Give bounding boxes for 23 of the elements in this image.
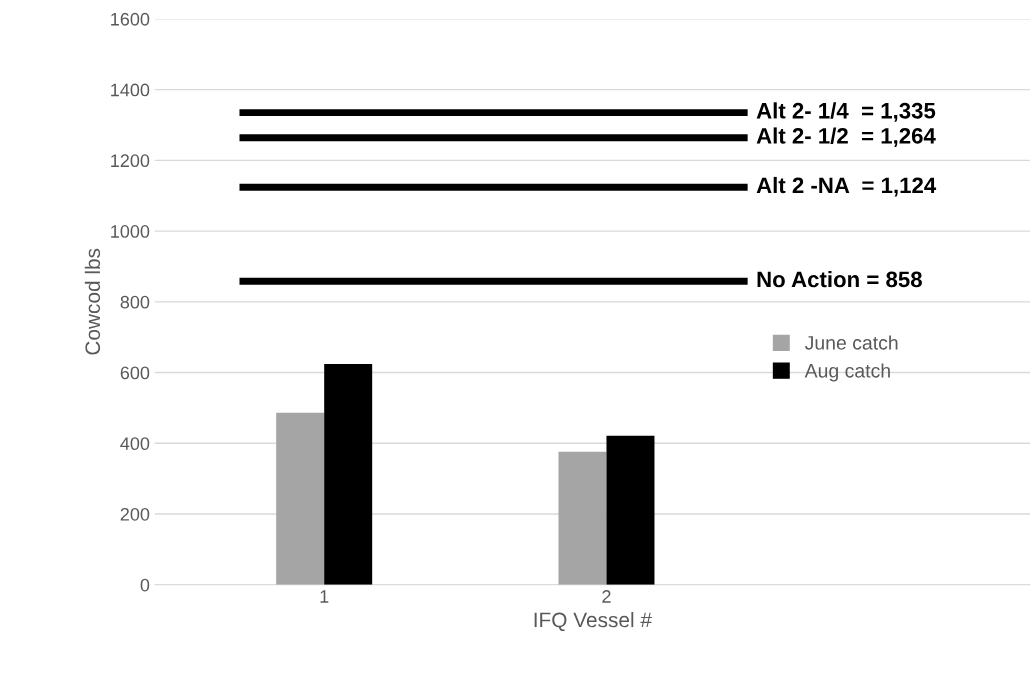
y-tick-label: 0 (140, 578, 150, 592)
x-tick-label: 2 (602, 590, 611, 603)
bar (324, 364, 373, 585)
y-tick-label: 400 (120, 437, 150, 451)
y-tick-label: 1200 (111, 154, 150, 168)
bar (558, 451, 607, 585)
y-axis-title: Cowcod lbs (84, 248, 101, 355)
legend-label: June catch (804, 335, 898, 350)
y-tick-label: 600 (120, 366, 150, 380)
bar (276, 412, 325, 585)
x-tick-label: 1 (320, 590, 329, 603)
legend-label: Aug catch (804, 363, 890, 382)
y-tick-label: 1400 (111, 83, 150, 97)
ref-line-label: Alt 2- 1/4 = 1,335 (756, 102, 936, 122)
y-tick-label: 200 (120, 507, 150, 521)
y-tick-label: 800 (120, 295, 150, 309)
bar (606, 435, 655, 585)
x-axis-title: IFQ Vessel # (534, 611, 652, 632)
y-tick-label: 1000 (111, 225, 150, 238)
ref-line-label: No Action = 858 (757, 270, 922, 288)
ref-line-label: Alt 2- 1/2 = 1,264 (756, 127, 936, 147)
ref-line-label: Alt 2 -NA = 1,124 (756, 176, 937, 197)
y-tick-label: 1600 (111, 12, 150, 26)
